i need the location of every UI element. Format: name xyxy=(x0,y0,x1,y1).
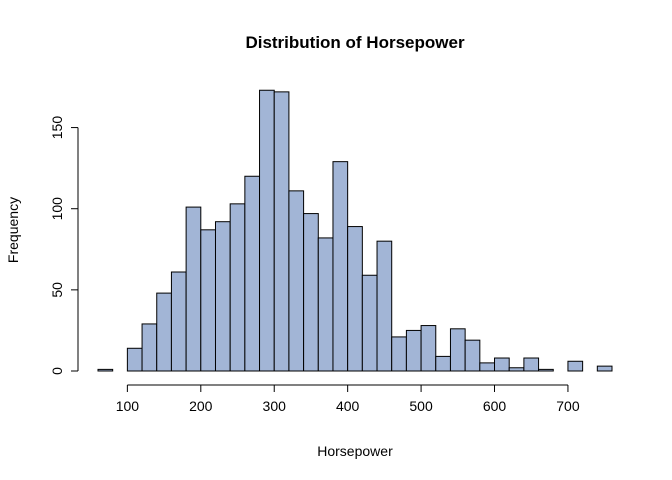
x-tick-label: 300 xyxy=(263,398,287,414)
y-axis-label: Frequency xyxy=(5,197,21,263)
chart-title: Distribution of Horsepower xyxy=(245,33,465,52)
histogram-bar xyxy=(317,237,334,372)
y-tick-label: 150 xyxy=(49,116,65,140)
histogram-bar xyxy=(376,240,393,372)
histogram-bar xyxy=(97,368,114,372)
x-tick-label: 600 xyxy=(483,398,507,414)
x-tick-label: 700 xyxy=(556,398,580,414)
y-axis: 0 50 100 150 xyxy=(49,116,79,375)
y-tick-label: 100 xyxy=(49,197,65,221)
histogram-bar xyxy=(449,328,466,372)
histogram-bar xyxy=(214,221,231,372)
histogram-bar xyxy=(273,91,290,372)
histogram-bar xyxy=(567,360,584,372)
histogram-bars xyxy=(97,89,613,372)
histogram-bar xyxy=(156,292,172,372)
x-tick-label: 400 xyxy=(336,398,360,414)
x-tick-label: 200 xyxy=(189,398,213,414)
x-axis: 100 200 300 400 500 600 700 xyxy=(116,384,580,414)
histogram-bar xyxy=(288,190,305,372)
histogram-bar xyxy=(420,325,437,372)
histogram-bar xyxy=(391,336,407,372)
histogram-bar xyxy=(464,339,481,372)
histogram-bar xyxy=(244,175,261,372)
histogram-bar xyxy=(185,206,202,372)
histogram-bar xyxy=(435,355,451,372)
histogram-bar xyxy=(332,161,349,372)
histogram-bar xyxy=(405,329,422,372)
histogram-bar xyxy=(200,229,216,372)
histogram-bar xyxy=(259,89,275,372)
histogram-bar xyxy=(361,274,378,372)
histogram-bar xyxy=(229,203,246,372)
x-tick-label: 500 xyxy=(409,398,433,414)
histogram-bar xyxy=(347,226,363,372)
x-tick-label: 100 xyxy=(116,398,140,414)
histogram-bar xyxy=(596,365,613,372)
x-axis-label: Horsepower xyxy=(317,443,393,459)
histogram-bar xyxy=(303,213,319,372)
y-tick-label: 50 xyxy=(49,282,65,298)
histogram-bar xyxy=(141,323,158,372)
histogram-bar xyxy=(523,357,540,372)
histogram-bar xyxy=(170,271,187,372)
y-tick-label: 0 xyxy=(49,367,65,375)
histogram-bar xyxy=(494,357,510,372)
histogram-bar xyxy=(479,362,496,372)
histogram-bar xyxy=(508,367,525,372)
histogram-bar xyxy=(538,368,554,372)
histogram-bar xyxy=(126,347,143,372)
